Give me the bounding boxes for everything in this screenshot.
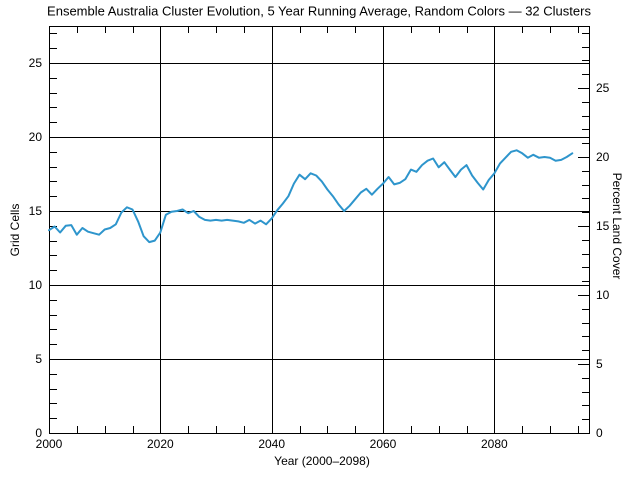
y-tick-label-right: 10 (596, 288, 610, 302)
gridlines (49, 26, 589, 433)
x-tick-label: 2040 (258, 437, 285, 451)
x-axis-title: Year (2000–2098) (274, 454, 370, 468)
x-tick-label: 2060 (370, 437, 397, 451)
x-tick-label: 2080 (481, 437, 508, 451)
y-tick-label-left: 20 (29, 130, 43, 144)
y-tick-label-right: 5 (596, 357, 603, 371)
y-tick-labels-right: 0 5 10 15 20 25 (596, 81, 610, 440)
y-axis-title-left: Grid Cells (8, 203, 22, 257)
y-tick-label-right: 0 (596, 426, 603, 440)
y-tick-label-left: 5 (35, 352, 42, 366)
y-tick-label-right: 15 (596, 219, 610, 233)
y-tick-label-left: 15 (29, 204, 43, 218)
x-tick-label: 2020 (147, 437, 174, 451)
y-tick-label-right: 20 (596, 150, 610, 164)
x-tick-labels: 2000 2020 2040 2060 2080 (36, 437, 508, 451)
x-tick-label: 2000 (36, 437, 63, 451)
plot-border (49, 26, 590, 434)
y-tick-labels-left: 0 5 10 15 20 25 (29, 56, 43, 440)
y-tick-label-right: 25 (596, 81, 610, 95)
y-tick-label-left: 25 (29, 56, 43, 70)
axis-ticks (49, 26, 589, 434)
y-tick-label-left: 0 (35, 426, 42, 440)
chart-title: Ensemble Australia Cluster Evolution, 5 … (47, 3, 591, 19)
y-axis-title-right: Percent Land Cover (610, 172, 624, 280)
data-line-cluster-series (48, 149, 574, 244)
y-tick-label-left: 10 (29, 278, 43, 292)
